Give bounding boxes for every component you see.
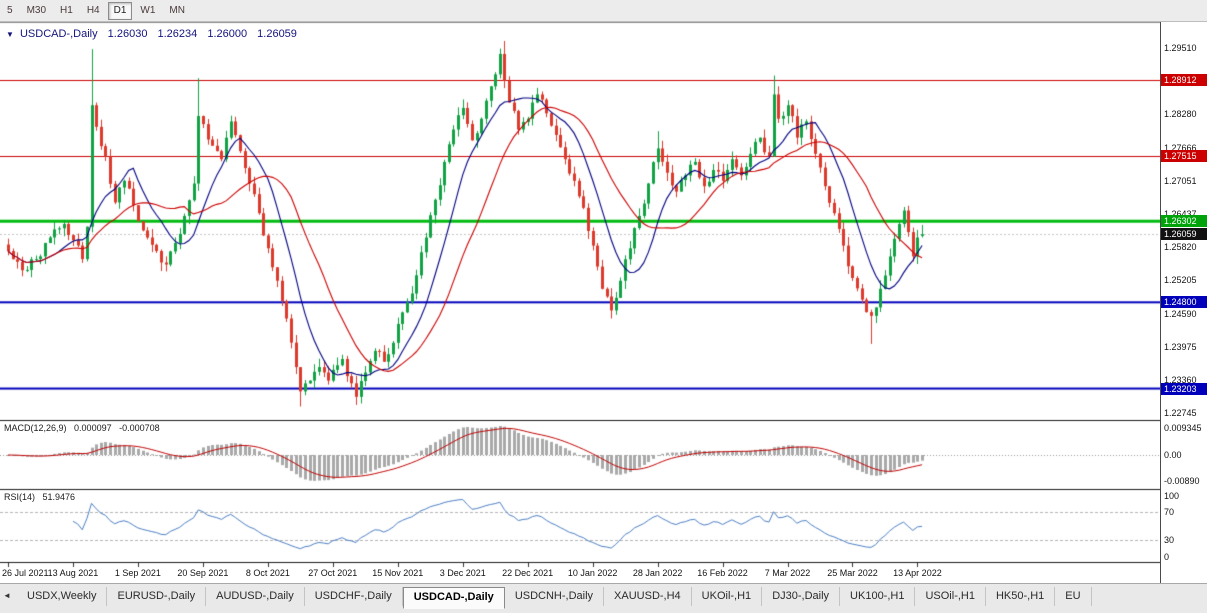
timeframe-button-d1[interactable]: D1 [107, 1, 133, 20]
price-tick-label: 1.27051 [1164, 175, 1197, 186]
date-label: 15 Nov 2021 [372, 568, 424, 578]
macd-main-value: 0.000097 [74, 423, 112, 433]
tab-usoil-h1[interactable]: USOil-,H1 [915, 587, 986, 606]
price-tick-label: 1.23975 [1164, 341, 1197, 352]
rsi-axis-label: 70 [1164, 506, 1175, 517]
price-tick-label: 1.28280 [1164, 109, 1197, 120]
date-label: 3 Dec 2021 [439, 568, 486, 578]
price-tag-1-24800: 1.24800 [1161, 296, 1207, 309]
price-tag-1-23203: 1.23203 [1161, 382, 1207, 395]
chart-symbol-label: USDCAD-,Daily [19, 28, 98, 40]
price-tick-label: 1.25205 [1164, 275, 1197, 286]
timeframe-button-h4[interactable]: H4 [86, 4, 100, 16]
tab-xauusd-h4[interactable]: XAUUSD-,H4 [604, 587, 692, 606]
date-label: 26 Jul 2021 [2, 568, 49, 578]
date-label: 1 Sep 2021 [114, 568, 161, 578]
ohlc-close: 1.26059 [257, 28, 297, 40]
date-label: 25 Mar 2022 [827, 568, 878, 578]
rsi-axis-label: 0 [1164, 552, 1170, 562]
date-label: 13 Apr 2022 [893, 568, 942, 578]
chart-tab-bar: ◄ USDX,Weekly EURUSD-,Daily AUDUSD-,Daily US… [0, 583, 1207, 613]
date-label: 7 Mar 2022 [764, 568, 811, 578]
price-tag-1-27515: 1.27515 [1161, 149, 1207, 162]
tab-usdchf-daily[interactable]: USDCHF-,Daily [305, 587, 403, 606]
price-tick-label: 1.29510 [1164, 43, 1197, 53]
price-chart-canvas[interactable] [0, 22, 1160, 583]
tab-audusd-daily[interactable]: AUDUSD-,Daily [206, 587, 305, 606]
date-label: 20 Sep 2021 [177, 568, 229, 578]
tab-hk50-h1[interactable]: HK50-,H1 [986, 587, 1056, 606]
price-tag-1-26302: 1.26302 [1161, 215, 1207, 228]
ohlc-high: 1.26234 [157, 28, 198, 40]
chart-area: ▼ USDCAD-,Daily 1.26030 1.26234 1.26000 … [0, 22, 1207, 583]
timeframe-toolbar: 5 M30 H1 H4 D1 W1 MN [0, 0, 1207, 22]
rsi-header: RSI(14) 51.9476 [4, 492, 75, 502]
price-tick-label: 1.25820 [1164, 242, 1197, 253]
price-tick-label: 1.27666 [1164, 142, 1197, 153]
tab-ukoil-h1[interactable]: UKOil-,H1 [692, 587, 763, 606]
price-tag-1-28912: 1.28912 [1161, 74, 1207, 87]
timeframe-button-mn[interactable]: MN [169, 4, 185, 16]
chart-header: ▼ USDCAD-,Daily 1.26030 1.26234 1.26000 … [6, 28, 297, 40]
tab-usdcad-daily[interactable]: USDCAD-,Daily [402, 587, 505, 609]
ohlc-low: 1.26000 [207, 28, 248, 40]
rsi-label: RSI(14) [4, 492, 36, 502]
macd-axis-label: 0.00 [1164, 450, 1182, 460]
timeframe-button-w1[interactable]: W1 [140, 4, 156, 16]
timeframe-button-5[interactable]: 5 [7, 4, 13, 16]
date-label: 16 Feb 2022 [697, 568, 748, 578]
price-tick-label: 1.26437 [1164, 208, 1197, 219]
date-label: 10 Jan 2022 [567, 568, 618, 578]
timeframe-button-h1[interactable]: H1 [60, 4, 73, 16]
date-axis[interactable]: 26 Jul 2021 13 Aug 2021 1 Sep 2021 20 Sep 2… [0, 563, 1160, 583]
price-tick-label: 1.22745 [1164, 408, 1197, 419]
tab-dj30-daily[interactable]: DJ30-,Daily [762, 587, 841, 606]
tab-usdcnh-daily[interactable]: USDCNH-,Daily [505, 587, 605, 606]
price-tick-label: 1.23360 [1164, 375, 1197, 386]
macd-header: MACD(12,26,9) 0.000097 -0.000708 [4, 423, 160, 433]
date-label: 27 Oct 2021 [308, 568, 358, 578]
ohlc-open: 1.26030 [107, 28, 148, 40]
timeframe-button-m30[interactable]: M30 [26, 4, 47, 16]
macd-label: MACD(12,26,9) [4, 423, 67, 433]
price-axis[interactable]: 1.29510 1.28280 1.27666 1.27051 1.26437 1.258… [1160, 22, 1207, 583]
symbol-dropdown-icon[interactable]: ▼ [6, 30, 14, 39]
tab-eurusd-daily[interactable]: EURUSD-,Daily [107, 587, 207, 606]
macd-axis-label: -0.00890 [1164, 476, 1200, 486]
price-tag-1-26059: 1.26059 [1161, 228, 1207, 241]
tab-scroll-left-icon[interactable]: ◄ [3, 591, 11, 600]
macd-axis-label: 0.009345 [1164, 423, 1202, 433]
price-tick-label: 1.24590 [1164, 308, 1197, 319]
rsi-axis-label: 100 [1164, 491, 1180, 501]
macd-signal-value: -0.000708 [119, 423, 160, 433]
date-label: 13 Aug 2021 [47, 568, 99, 578]
rsi-value: 51.9476 [42, 492, 76, 502]
rsi-axis-label: 30 [1164, 535, 1175, 546]
tab-eu[interactable]: EU [1055, 587, 1092, 606]
date-label: 28 Jan 2022 [632, 568, 683, 578]
tab-uk100-h1[interactable]: UK100-,H1 [840, 587, 916, 606]
date-label: 22 Dec 2021 [502, 568, 554, 578]
date-label: 8 Oct 2021 [245, 568, 290, 578]
tab-usdx-weekly[interactable]: USDX,Weekly [17, 587, 108, 606]
